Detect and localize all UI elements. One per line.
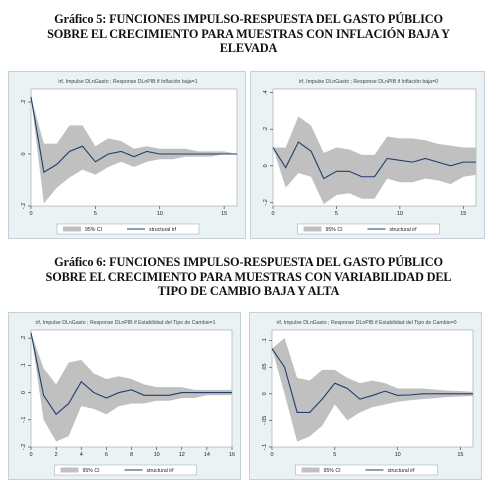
ci-band xyxy=(273,116,476,205)
irf-chart-tipo-cambio-1: irf, Impulse DLnGasto ; Response DLnPIB … xyxy=(21,320,235,476)
y-tick-label: .2 xyxy=(263,127,269,132)
y-tick-label: .1 xyxy=(21,363,27,368)
irf-line xyxy=(30,96,237,174)
figure5-title-line-2: SOBRE EL CRECIMIENTO PARA MUESTRAS CON I… xyxy=(47,26,450,41)
y-tick-label: -.1 xyxy=(21,417,27,423)
x-tick-label: 4 xyxy=(80,452,83,458)
y-tick-label: -.1 xyxy=(262,444,268,450)
legend-irf-label: structural irf xyxy=(390,227,418,233)
panel-title: irf, Impulse DLnGasto ; Response DLnPIB … xyxy=(35,320,215,326)
y-tick-label: -.05 xyxy=(262,416,268,425)
y-tick-label: .2 xyxy=(21,100,27,105)
figure5-title-line-1: Gráfico 5: FUNCIONES IMPULSO-RESPUESTA D… xyxy=(54,12,443,26)
x-tick-label: 0 xyxy=(270,452,273,458)
y-tick-label: .1 xyxy=(262,338,268,343)
x-tick-label: 15 xyxy=(457,452,463,458)
legend-ci-swatch xyxy=(63,226,81,232)
x-tick-label: 0 xyxy=(29,452,32,458)
x-tick-label: 5 xyxy=(333,452,336,458)
x-tick-label: 6 xyxy=(105,452,108,458)
irf-panel-tipo-cambio-1: irf, Impulse DLnGasto ; Response DLnPIB … xyxy=(8,312,241,480)
x-tick-label: 5 xyxy=(335,211,338,217)
irf-line xyxy=(271,348,473,413)
y-tick-label: 0 xyxy=(21,152,27,155)
figure5-title-line-3: ELEVADA xyxy=(219,41,278,55)
irf-panel-inflacion-baja-0: irf, Impulse DLnGasto ; Response DLnPIB … xyxy=(250,71,485,239)
x-tick-label: 2 xyxy=(55,452,58,458)
legend-irf-label: structural irf xyxy=(147,468,175,474)
ci-band xyxy=(31,96,237,204)
y-tick-label: -.2 xyxy=(21,444,27,450)
legend-ci-swatch xyxy=(301,467,320,473)
y-tick-label: .05 xyxy=(262,363,268,371)
legend-ci-label: 95% CI xyxy=(326,227,343,233)
irf-line xyxy=(272,141,476,180)
figure5-title: Gráfico 5: FUNCIONES IMPULSO-RESPUESTA D… xyxy=(0,12,497,56)
legend-ci-label: 95% CI xyxy=(85,227,102,233)
panel-title: irf, Impulse DLnGasto ; Response DLnPIB … xyxy=(276,320,456,326)
panel-title: irf, Impulse DLnGasto ; Response DLnPIB … xyxy=(58,79,197,85)
panel-title: irf, Impulse DLnGasto ; Response DLnPIB … xyxy=(299,79,438,85)
legend-ci-swatch xyxy=(303,226,322,232)
figure6-title-line-3: TIPO DE CAMBIO BAJA Y ALTA xyxy=(157,284,340,298)
y-tick-label: -.2 xyxy=(21,203,27,209)
irf-chart-inflacion-baja-0: irf, Impulse DLnGasto ; Response DLnPIB … xyxy=(263,79,477,235)
irf-panel-tipo-cambio-0: irf, Impulse DLnGasto ; Response DLnPIB … xyxy=(249,312,482,480)
legend-irf-label: structural irf xyxy=(388,468,416,474)
x-tick-label: 14 xyxy=(204,452,210,458)
y-tick-label: 0 xyxy=(262,392,268,395)
irf-chart-inflacion-baja-1: irf, Impulse DLnGasto ; Response DLnPIB … xyxy=(21,79,238,235)
irf-chart-tipo-cambio-0: irf, Impulse DLnGasto ; Response DLnPIB … xyxy=(262,320,474,476)
x-tick-label: 10 xyxy=(154,452,160,458)
y-tick-label: 0 xyxy=(263,164,269,167)
y-tick-label: 0 xyxy=(21,391,27,394)
x-tick-label: 10 xyxy=(397,211,403,217)
legend-ci-label: 95% CI xyxy=(83,468,100,474)
y-tick-label: .4 xyxy=(263,90,269,95)
legend-ci-swatch xyxy=(60,467,79,473)
x-tick-label: 15 xyxy=(460,211,466,217)
legend-irf-label: structural irf xyxy=(149,227,177,233)
x-tick-label: 8 xyxy=(130,452,133,458)
x-tick-label: 0 xyxy=(29,211,32,217)
x-tick-label: 10 xyxy=(395,452,401,458)
irf-line xyxy=(30,332,232,416)
x-tick-label: 10 xyxy=(157,211,163,217)
figure6-title: Gráfico 6: FUNCIONES IMPULSO-RESPUESTA D… xyxy=(0,255,497,299)
figure6-title-line-2: SOBRE EL CRECIMIENTO PARA MUESTRAS CON V… xyxy=(45,269,452,284)
ci-band xyxy=(272,337,473,442)
x-tick-label: 15 xyxy=(221,211,227,217)
ci-band xyxy=(31,332,232,442)
x-tick-label: 16 xyxy=(229,452,235,458)
x-tick-label: 12 xyxy=(179,452,185,458)
irf-panel-inflacion-baja-1: irf, Impulse DLnGasto ; Response DLnPIB … xyxy=(8,71,246,239)
figure6-title-line-1: Gráfico 6: FUNCIONES IMPULSO-RESPUESTA D… xyxy=(54,255,443,269)
y-tick-label: -.2 xyxy=(263,199,269,205)
legend-ci-label: 95% CI xyxy=(324,468,341,474)
y-tick-label: .2 xyxy=(21,336,27,341)
x-tick-label: 0 xyxy=(271,211,274,217)
x-tick-label: 5 xyxy=(94,211,97,217)
